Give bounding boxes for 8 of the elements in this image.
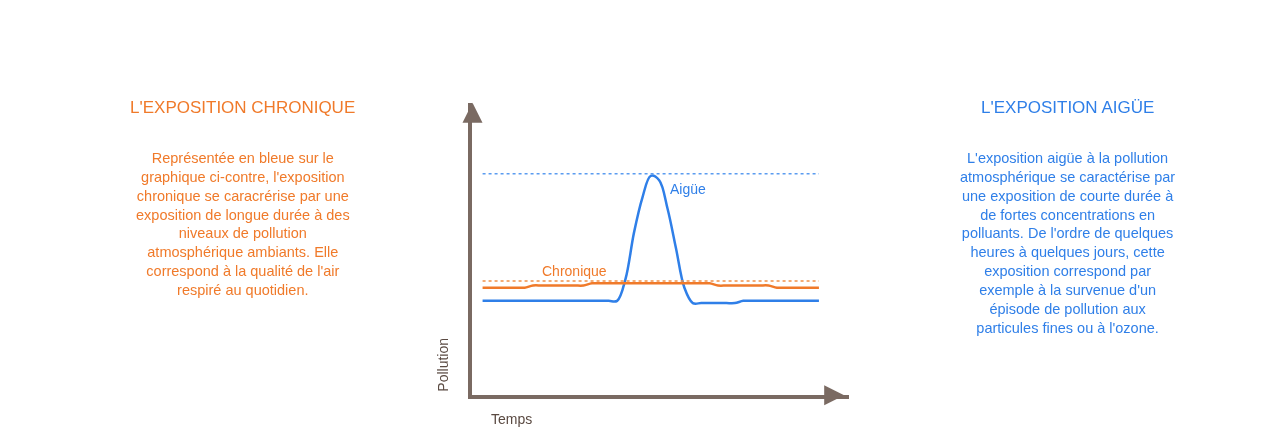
text: Représentée en bleue sur le graphique ci-contre, l'exposition chronique se caracrérise par une exposition de longue durée à des niveaux de pollution atmosphérique ambiants. Elle correspond à la qualité de l'air respiré au quotidien. [136, 150, 350, 298]
series-label: Chronique [542, 263, 607, 279]
x-axis-title: Temps [491, 411, 533, 427]
series-label: Aigüe [670, 181, 707, 197]
text: L'EXPOSITION AIGÜE [981, 98, 1155, 117]
y-axis-title: Pollution [434, 337, 451, 392]
text: L'EXPOSITION CHRONIQUE [130, 98, 356, 117]
text: L'exposition aigüe à la pollution atmosphérique se caractérise par une exposition de courte durée à de fortes concentrations en polluants. De l'ordre de quelques heures à quelques jours, cette exposition correspond par exemple à la survenue d'un épisode de pollution aux particules fines ou à l'ozone. [960, 150, 1176, 336]
